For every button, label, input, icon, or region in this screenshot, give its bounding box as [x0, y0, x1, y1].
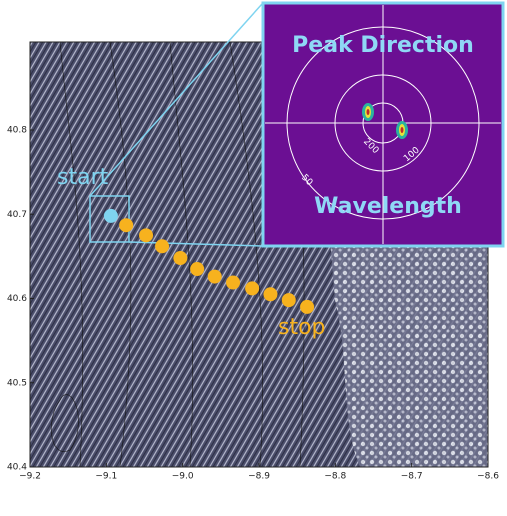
spectrum: [362, 103, 408, 139]
y-tick-label: 40.8: [7, 126, 27, 136]
track-point: [103, 208, 118, 223]
connector: [89, 3, 263, 197]
x-tick-label: −9.2: [19, 472, 41, 482]
connector: [128, 241, 263, 247]
coast: [330, 200, 488, 467]
y-tick-label: 40.7: [7, 210, 27, 220]
x-tick-label: −8.8: [324, 472, 346, 482]
track-point: [190, 262, 205, 277]
x-tick-label: −9.1: [95, 472, 117, 482]
x-tick-label: −8.9: [248, 472, 270, 482]
y-tick-label: 40.5: [7, 378, 27, 388]
track-point: [139, 228, 154, 243]
track-point: [300, 299, 315, 314]
polar-grid: [265, 5, 501, 244]
track-point: [207, 269, 222, 284]
y-tick-label: 40.6: [7, 294, 27, 304]
track-point: [281, 293, 296, 308]
inset-subtitle: Wavelength: [314, 194, 462, 219]
x-tick-label: −9.0: [172, 472, 194, 482]
track-point: [263, 287, 278, 302]
x-tick-label: −8.7: [401, 472, 423, 482]
y-tick-label: 40.4: [7, 463, 27, 473]
start-label: start: [57, 165, 109, 190]
track-point: [245, 281, 260, 296]
inset-title: Peak Direction: [292, 33, 474, 58]
track-point: [119, 218, 134, 233]
track-point: [173, 251, 188, 266]
x-tick-label: −8.6: [477, 472, 499, 482]
track-point: [226, 275, 241, 290]
stop-label: stop: [278, 315, 326, 340]
track-point: [155, 239, 170, 254]
